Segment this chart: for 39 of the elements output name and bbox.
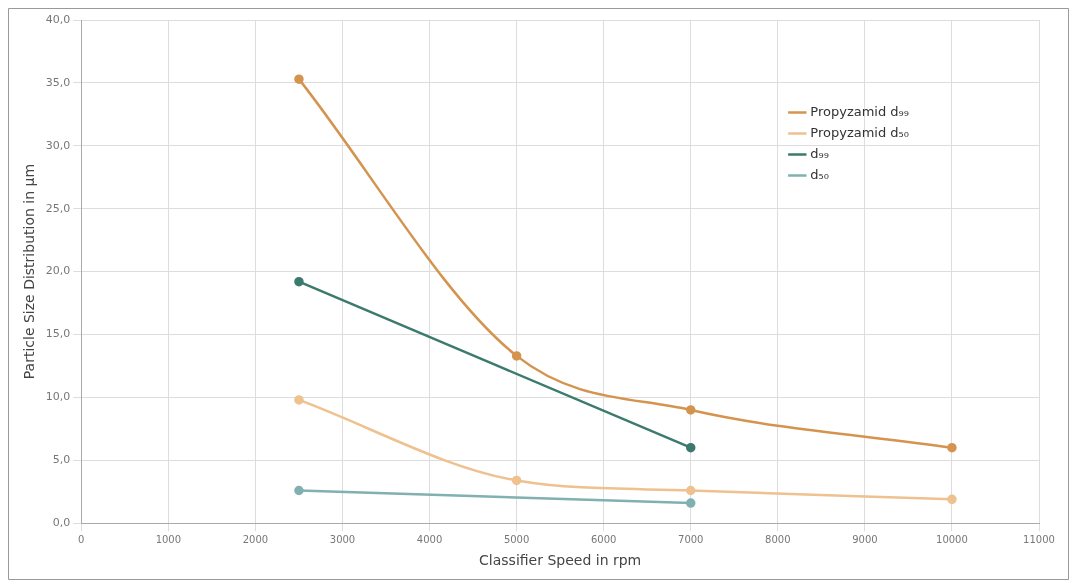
y-tick-label: 0,0 [52,516,71,530]
x-tick-label: 7000 [678,533,704,545]
y-tick-label: 20,0 [45,264,71,278]
y-tick-label: 5,0 [52,453,71,467]
legend-label: Propyzamid d₅₀ [810,124,910,140]
x-tick-label: 0 [78,533,85,545]
point [685,405,696,415]
y-tick-label: 40,0 [45,12,71,26]
point [685,485,696,496]
legend-label: d₉₉ [810,145,829,161]
x-axis-title: Classifier Speed in rpm [479,552,642,569]
point [511,475,522,486]
x-tick-label: 4000 [416,533,443,545]
y-tick-label: 15,0 [45,327,71,341]
legend-label: d₅₀ [810,166,829,182]
y-tick-label: 30,0 [45,138,71,152]
x-tick-label: 3000 [329,533,356,545]
point [947,494,957,505]
y-tick-label: 35,0 [45,75,71,89]
y-tick-label: 25,0 [45,201,71,215]
x-tick-label: 9000 [852,533,878,545]
point [294,485,304,496]
point [511,351,522,361]
x-tick-label: 8000 [765,533,791,545]
x-tick-label: 6000 [590,533,617,545]
x-tick-label: 5000 [503,533,530,545]
x-tick-label: 1000 [155,533,182,545]
point [294,74,304,84]
legend-label: Propyzamid d₉₉ [810,103,910,119]
point [685,442,696,453]
point [685,498,696,508]
x-tick-label: 11000 [1023,533,1055,545]
point [294,395,304,405]
x-tick-label: 10000 [936,533,968,545]
point [294,276,304,287]
y-axis-title: Particle Size Distribution in µm [21,163,38,380]
point [947,442,957,453]
x-tick-label: 2000 [242,533,269,545]
y-tick-label: 10,0 [45,390,71,404]
